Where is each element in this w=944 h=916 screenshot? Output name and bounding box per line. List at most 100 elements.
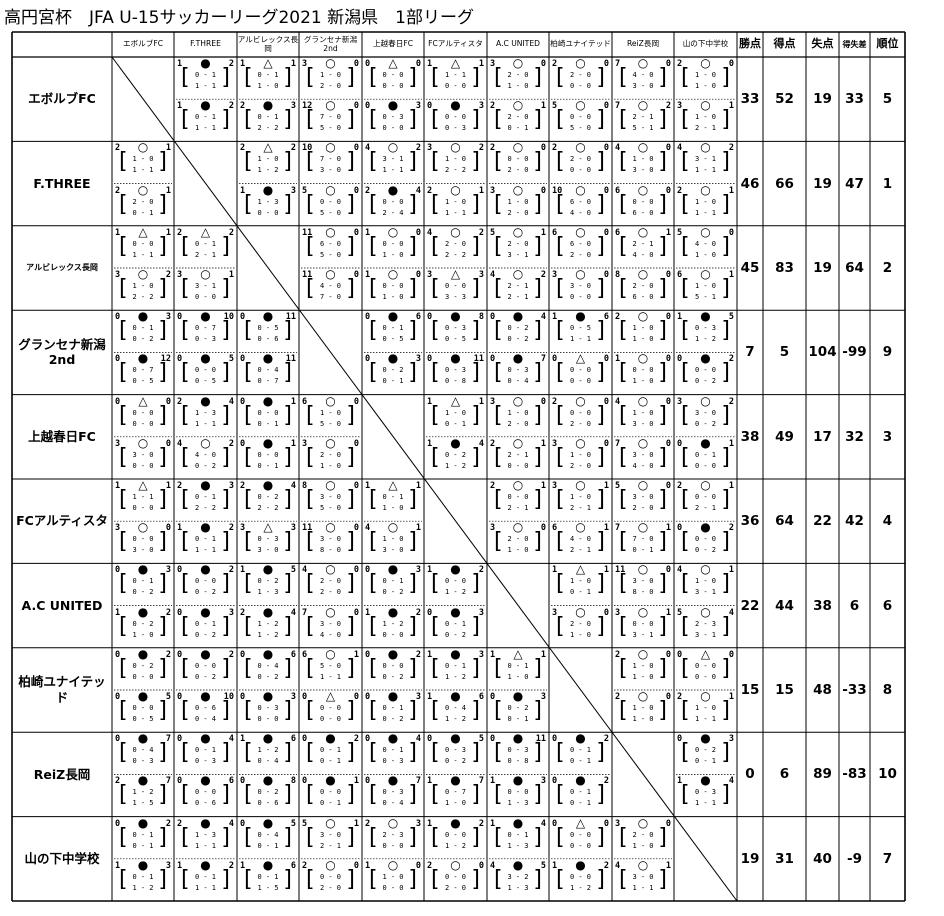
result-symbol: △ xyxy=(700,646,711,661)
bracket-right: ] xyxy=(283,318,292,344)
bracket-left: [ xyxy=(619,571,628,597)
first-half-score: 0 - 1 xyxy=(257,872,279,881)
first-half-score: 0 - 2 xyxy=(444,450,467,459)
bracket-right: ] xyxy=(158,444,167,470)
first-half-score: 7 - 0 xyxy=(319,113,342,122)
bracket-left: [ xyxy=(431,782,440,808)
bracket-right: ] xyxy=(596,824,605,850)
bracket-right: ] xyxy=(471,866,480,892)
bracket-right: ] xyxy=(471,824,480,850)
result-symbol: ○ xyxy=(637,267,649,281)
bracket-right: ] xyxy=(221,782,230,808)
bracket-left: [ xyxy=(681,487,690,512)
first-half-score: 6 - 0 xyxy=(319,239,342,248)
result-symbol: ○ xyxy=(700,56,711,70)
bracket-left: [ xyxy=(306,276,315,301)
second-half-score: 1 - 2 xyxy=(444,841,467,850)
bracket-left: [ xyxy=(119,487,128,512)
goals-against: 1 xyxy=(728,101,734,112)
goals-for: 0 xyxy=(115,818,121,829)
goals-against: 0 xyxy=(353,565,359,576)
goals-against: 1 xyxy=(290,59,296,69)
goals-for: 1 xyxy=(365,860,371,871)
goals-against: 0 xyxy=(603,270,609,280)
second-half-score: 1 - 3 xyxy=(257,588,279,597)
bracket-left: [ xyxy=(119,571,128,597)
first-half-score: 0 - 0 xyxy=(569,113,592,122)
bracket-right: ] xyxy=(346,782,355,808)
goals-against: 0 xyxy=(165,523,171,534)
goals-against: 2 xyxy=(603,860,609,871)
bracket-left: [ xyxy=(306,149,315,175)
first-half-score: 2 - 0 xyxy=(319,577,342,586)
first-half-score: 0 - 3 xyxy=(257,704,279,712)
first-half-score: 0 - 1 xyxy=(194,113,217,122)
goals-for: 4 xyxy=(427,227,433,238)
goals-for: 4 xyxy=(677,143,683,154)
row-stat-value: 31 xyxy=(775,850,794,867)
row-team-name: ReiZ長岡 xyxy=(33,766,91,782)
bracket-right: ] xyxy=(283,402,292,428)
bracket-left: [ xyxy=(681,65,690,90)
goals-against: 0 xyxy=(540,396,546,407)
first-half-score: 3 - 0 xyxy=(694,408,717,417)
first-half-score: 0 - 0 xyxy=(382,197,404,206)
result-symbol: ● xyxy=(387,604,399,619)
result-symbol: ○ xyxy=(137,520,149,535)
second-half-score: 1 - 1 xyxy=(194,82,217,90)
goals-against: 3 xyxy=(415,692,421,702)
bracket-right: ] xyxy=(221,402,230,428)
result-symbol: ● xyxy=(512,857,524,872)
row-stat-value: 5 xyxy=(882,91,893,108)
goals-for: 2 xyxy=(490,438,496,449)
second-half-score: 1 - 1 xyxy=(194,124,217,133)
result-symbol: ● xyxy=(450,731,461,746)
goals-for: 8 xyxy=(615,270,621,280)
goals-against: 0 xyxy=(353,438,359,449)
bracket-left: [ xyxy=(119,360,128,386)
goals-for: 0 xyxy=(177,649,183,660)
result-symbol: △ xyxy=(263,56,273,70)
second-half-score: 2 - 0 xyxy=(569,419,592,428)
second-half-score: 0 - 2 xyxy=(382,588,404,597)
bracket-right: ] xyxy=(158,824,167,850)
bracket-left: [ xyxy=(619,698,628,723)
first-half-score: 2 - 1 xyxy=(507,450,529,459)
first-half-score: 1 - 0 xyxy=(694,577,717,586)
bracket-left: [ xyxy=(119,149,128,175)
goals-for: 0 xyxy=(677,438,683,449)
bracket-left: [ xyxy=(369,360,378,386)
goals-against: 0 xyxy=(603,438,609,449)
second-half-score: 4 - 0 xyxy=(632,250,654,259)
goals-for: 0 xyxy=(177,776,183,787)
row-stat-value: 19 xyxy=(740,850,760,867)
result-symbol: ● xyxy=(262,815,274,830)
first-half-score: 1 - 0 xyxy=(444,155,467,164)
first-half-score: 0 - 3 xyxy=(444,366,467,375)
goals-against: 2 xyxy=(165,649,171,660)
bracket-right: ] xyxy=(658,360,667,386)
goals-for: 0 xyxy=(490,354,496,365)
goals-for: 6 xyxy=(677,270,683,280)
bracket-left: [ xyxy=(244,655,253,681)
goals-against: 3 xyxy=(415,101,421,112)
bracket-right: ] xyxy=(533,782,542,808)
goals-for: 5 xyxy=(302,185,308,196)
second-half-score: 1 - 0 xyxy=(632,335,654,344)
second-half-score: 0 - 0 xyxy=(444,82,467,90)
bracket-left: [ xyxy=(494,655,503,681)
